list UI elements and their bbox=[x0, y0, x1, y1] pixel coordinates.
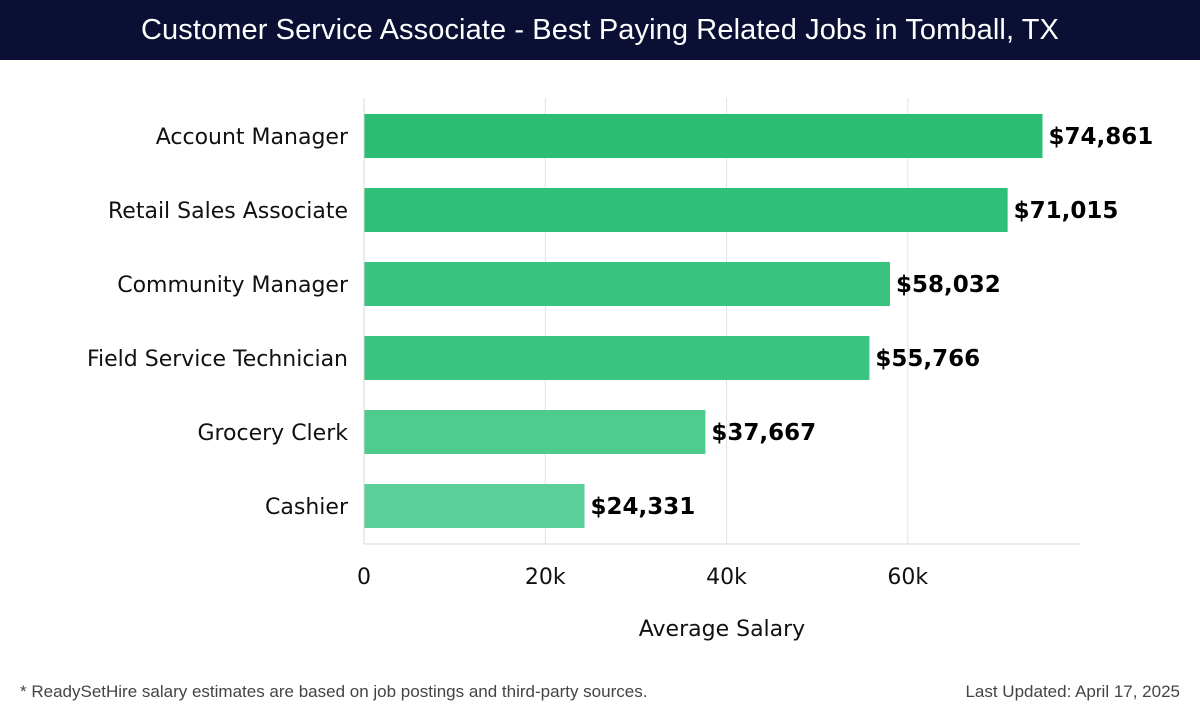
category-label: Account Manager bbox=[156, 125, 349, 150]
data-label: $37,667 bbox=[711, 420, 816, 446]
axes bbox=[363, 98, 1080, 545]
x-tick-label: 20k bbox=[525, 565, 566, 590]
labels: 0 20k 40k 60k Account Manager $74,861 Retail S… bbox=[87, 124, 1153, 642]
category-label: Cashier bbox=[265, 495, 349, 520]
data-label: $24,331 bbox=[591, 494, 696, 520]
data-label: $71,015 bbox=[1014, 198, 1119, 224]
category-label: Community Manager bbox=[117, 273, 349, 298]
bar bbox=[364, 484, 585, 528]
data-label: $58,032 bbox=[896, 272, 1001, 298]
bar bbox=[364, 336, 870, 380]
bar bbox=[364, 114, 1043, 158]
last-updated: Last Updated: April 17, 2025 bbox=[965, 682, 1180, 701]
category-label: Field Service Technician bbox=[87, 347, 348, 372]
bar bbox=[364, 188, 1008, 232]
bar bbox=[364, 410, 706, 454]
category-label: Retail Sales Associate bbox=[108, 199, 348, 224]
bar-chart: 0 20k 40k 60k Account Manager $74,861 Retail S… bbox=[87, 98, 1153, 642]
x-axis-title: Average Salary bbox=[639, 617, 805, 642]
x-tick-label: 60k bbox=[887, 565, 928, 590]
footnote: * ReadySetHire salary estimates are base… bbox=[20, 682, 648, 701]
category-label: Grocery Clerk bbox=[197, 421, 348, 446]
bar bbox=[364, 262, 890, 306]
grid-lines bbox=[544, 98, 909, 544]
chart-title: Customer Service Associate - Best Paying… bbox=[0, 0, 1200, 60]
data-label: $55,766 bbox=[875, 346, 980, 372]
bars bbox=[364, 114, 1043, 528]
x-tick-label: 0 bbox=[357, 565, 371, 590]
x-tick-label: 40k bbox=[706, 565, 747, 590]
data-label: $74,861 bbox=[1048, 124, 1153, 150]
